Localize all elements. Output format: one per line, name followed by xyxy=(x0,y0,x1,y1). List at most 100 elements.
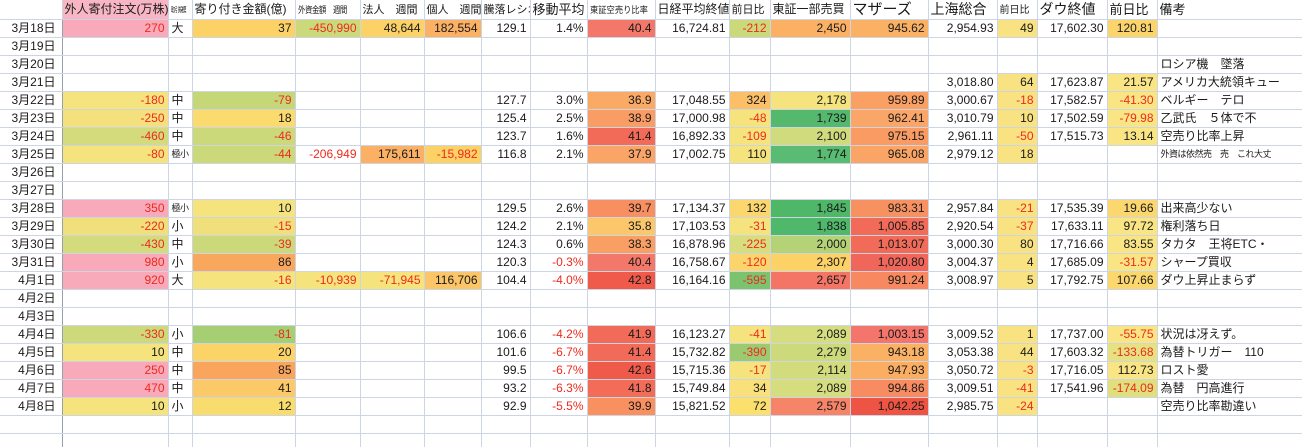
cell-remarks[interactable]: 為替 円高進行 xyxy=(1157,379,1302,398)
cell-ratio[interactable]: 93.2 xyxy=(481,379,531,398)
cell-foreign[interactable]: 250 xyxy=(62,361,169,380)
cell-dchg[interactable]: 120.81 xyxy=(1107,19,1158,38)
cell-foreign[interactable] xyxy=(62,433,169,447)
cell-opening[interactable] xyxy=(192,181,296,200)
cell-dow[interactable]: 17,685.09 xyxy=(1037,253,1108,272)
cell-shanghai[interactable]: 3,008.97 xyxy=(928,271,998,290)
cell-mothers[interactable] xyxy=(850,307,929,326)
cell-ratio[interactable] xyxy=(481,433,531,447)
cell-shanghai[interactable] xyxy=(928,181,998,200)
cell-hojin[interactable] xyxy=(360,253,425,272)
cell-dow[interactable]: 17,737.00 xyxy=(1037,325,1108,344)
cell-remarks[interactable] xyxy=(1157,163,1302,182)
cell-mothers[interactable]: 945.62 xyxy=(850,19,929,38)
cell-gaishi[interactable] xyxy=(295,289,361,308)
cell-volume[interactable] xyxy=(770,307,851,326)
cell-mothers[interactable] xyxy=(850,289,929,308)
cell-schg[interactable] xyxy=(997,55,1038,74)
cell-shanghai[interactable] xyxy=(928,415,998,434)
cell-foreign[interactable]: 10 xyxy=(62,397,169,416)
cell-mothers[interactable]: 983.31 xyxy=(850,199,929,218)
cell-opening[interactable] xyxy=(192,55,296,74)
cell-shanghai[interactable]: 3,000.67 xyxy=(928,91,998,110)
cell-short[interactable]: 38.3 xyxy=(587,235,656,254)
cell-nchg[interactable]: -225 xyxy=(729,235,771,254)
cell-kojin[interactable] xyxy=(424,307,482,326)
cell-dchg[interactable] xyxy=(1107,163,1158,182)
cell-nikkei[interactable]: 17,134.37 xyxy=(655,199,730,218)
cell-mothers[interactable] xyxy=(850,73,929,92)
cell-nchg[interactable]: -48 xyxy=(729,109,771,128)
date-cell[interactable]: 3月31日 xyxy=(0,253,63,272)
cell-ratio[interactable]: 129.1 xyxy=(481,19,531,38)
cell-ratio[interactable] xyxy=(481,163,531,182)
cell-ma[interactable]: -0.3% xyxy=(530,253,588,272)
column-header-opening[interactable]: 寄り付き金額(億) xyxy=(192,0,296,20)
cell-volume[interactable]: 1,739 xyxy=(770,109,851,128)
cell-foreign[interactable]: -330 xyxy=(62,325,169,344)
cell-nikkei[interactable] xyxy=(655,73,730,92)
cell-opening[interactable]: -81 xyxy=(192,325,296,344)
cell-remarks[interactable]: 空売り比率勘違い xyxy=(1157,397,1302,416)
cell-schg[interactable]: 80 xyxy=(997,235,1038,254)
cell-remarks[interactable] xyxy=(1157,289,1302,308)
cell-scale[interactable]: 中 xyxy=(168,379,193,398)
cell-nikkei[interactable]: 15,821.52 xyxy=(655,397,730,416)
cell-dchg[interactable] xyxy=(1107,55,1158,74)
column-header-date[interactable] xyxy=(0,0,63,20)
cell-mothers[interactable] xyxy=(850,55,929,74)
cell-scale[interactable]: 小 xyxy=(168,253,193,272)
cell-dow[interactable] xyxy=(1037,181,1108,200)
cell-mothers[interactable] xyxy=(850,433,929,447)
cell-nikkei[interactable]: 16,758.67 xyxy=(655,253,730,272)
cell-kojin[interactable] xyxy=(424,109,482,128)
cell-dchg[interactable]: 97.72 xyxy=(1107,217,1158,236)
date-cell[interactable]: 3月25日 xyxy=(0,145,63,164)
cell-dchg[interactable]: -31.57 xyxy=(1107,253,1158,272)
cell-dchg[interactable] xyxy=(1107,307,1158,326)
cell-remarks[interactable]: 権利落ち日 xyxy=(1157,217,1302,236)
cell-nikkei[interactable] xyxy=(655,433,730,447)
cell-scale[interactable]: 中 xyxy=(168,343,193,362)
date-cell[interactable]: 3月28日 xyxy=(0,199,63,218)
cell-nikkei[interactable]: 16,878.96 xyxy=(655,235,730,254)
cell-schg[interactable] xyxy=(997,433,1038,447)
cell-schg[interactable] xyxy=(997,181,1038,200)
date-cell[interactable]: 4月8日 xyxy=(0,397,63,416)
column-header-remarks[interactable]: 備考 xyxy=(1157,0,1302,20)
cell-short[interactable] xyxy=(587,181,656,200)
cell-opening[interactable]: -46 xyxy=(192,127,296,146)
cell-volume[interactable]: 2,114 xyxy=(770,361,851,380)
date-cell[interactable]: 3月30日 xyxy=(0,235,63,254)
cell-gaishi[interactable] xyxy=(295,199,361,218)
column-header-ratio[interactable]: 騰落レシオ xyxy=(481,0,531,20)
cell-ma[interactable]: 1.4% xyxy=(530,19,588,38)
cell-schg[interactable] xyxy=(997,307,1038,326)
cell-gaishi[interactable] xyxy=(295,307,361,326)
cell-mothers[interactable]: 1,005.85 xyxy=(850,217,929,236)
cell-hojin[interactable] xyxy=(360,199,425,218)
cell-nchg[interactable]: 132 xyxy=(729,199,771,218)
cell-scale[interactable]: 極小 xyxy=(168,145,193,164)
date-cell[interactable]: 3月22日 xyxy=(0,91,63,110)
cell-foreign[interactable]: -430 xyxy=(62,235,169,254)
cell-volume[interactable] xyxy=(770,55,851,74)
cell-ma[interactable]: 3.0% xyxy=(530,91,588,110)
cell-shanghai[interactable]: 2,954.93 xyxy=(928,19,998,38)
cell-kojin[interactable]: 182,554 xyxy=(424,19,482,38)
cell-gaishi[interactable] xyxy=(295,379,361,398)
cell-ma[interactable]: -5.5% xyxy=(530,397,588,416)
cell-dchg[interactable] xyxy=(1107,37,1158,56)
cell-volume[interactable] xyxy=(770,181,851,200)
cell-gaishi[interactable] xyxy=(295,397,361,416)
cell-scale[interactable] xyxy=(168,181,193,200)
column-header-hojin[interactable]: 法人 週間 xyxy=(360,0,425,20)
column-header-kojin[interactable]: 個人 週間 xyxy=(424,0,482,20)
cell-scale[interactable] xyxy=(168,415,193,434)
column-header-ma[interactable]: 移動平均 xyxy=(530,0,588,20)
cell-ratio[interactable] xyxy=(481,55,531,74)
cell-kojin[interactable] xyxy=(424,397,482,416)
cell-scale[interactable]: 大 xyxy=(168,271,193,290)
cell-dow[interactable] xyxy=(1037,307,1108,326)
cell-nikkei[interactable] xyxy=(655,163,730,182)
